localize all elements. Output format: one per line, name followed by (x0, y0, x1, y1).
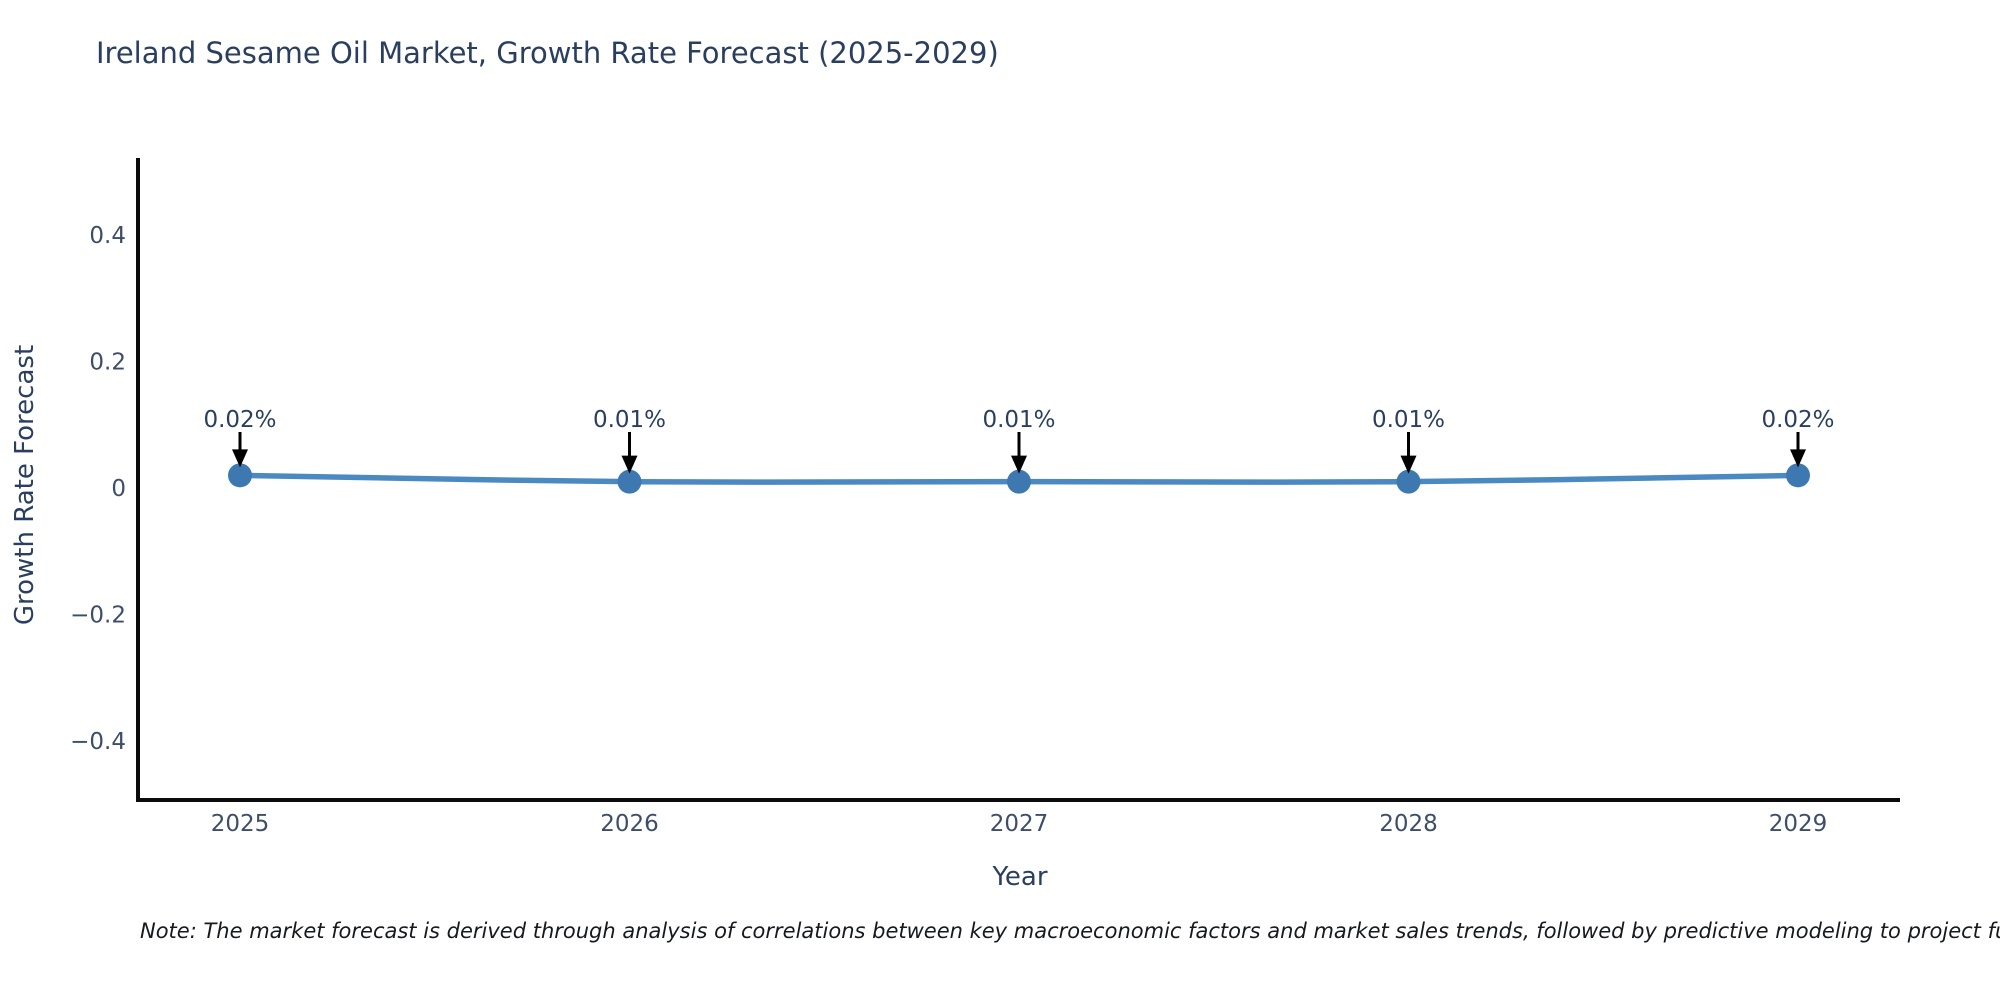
x-tick-label: 2025 (211, 811, 270, 837)
y-tick-label: −0.4 (70, 729, 126, 755)
x-tick-label: 2029 (1769, 811, 1828, 837)
annotation-label-2025: 0.02% (203, 407, 276, 433)
annotation-arrowhead-2028 (1400, 455, 1417, 474)
data-point-2026 (617, 469, 642, 494)
data-point-2028 (1396, 469, 1421, 494)
annotation-arrowhead-2026 (621, 455, 638, 474)
y-axis-title: Growth Rate Forecast (10, 345, 40, 625)
annotation-arrowhead-2027 (1011, 455, 1027, 474)
annotation-label-2027: 0.01% (982, 407, 1055, 433)
annotation-label-2028: 0.01% (1372, 407, 1445, 433)
annotation-label-2029: 0.02% (1761, 407, 1834, 433)
y-tick-label: 0 (111, 476, 126, 502)
annotation-label-2026: 0.01% (593, 407, 666, 433)
data-point-2025 (228, 463, 252, 488)
y-tick-label: −0.2 (70, 603, 126, 629)
x-axis-title: Year (991, 862, 1047, 892)
annotation-arrowhead-2029 (1790, 449, 1806, 468)
y-tick-label: 0.2 (89, 350, 126, 376)
x-tick-label: 2027 (990, 811, 1049, 837)
data-point-2027 (1007, 469, 1031, 494)
footnote: Note: The market forecast is derived thr… (140, 919, 2000, 943)
x-tick-label: 2026 (600, 811, 659, 837)
y-tick-label: 0.4 (89, 223, 126, 249)
chart-title: Ireland Sesame Oil Market, Growth Rate F… (96, 36, 999, 70)
annotation-arrowhead-2025 (232, 449, 248, 468)
x-tick-label: 2028 (1379, 811, 1438, 837)
data-point-2029 (1786, 463, 1810, 488)
